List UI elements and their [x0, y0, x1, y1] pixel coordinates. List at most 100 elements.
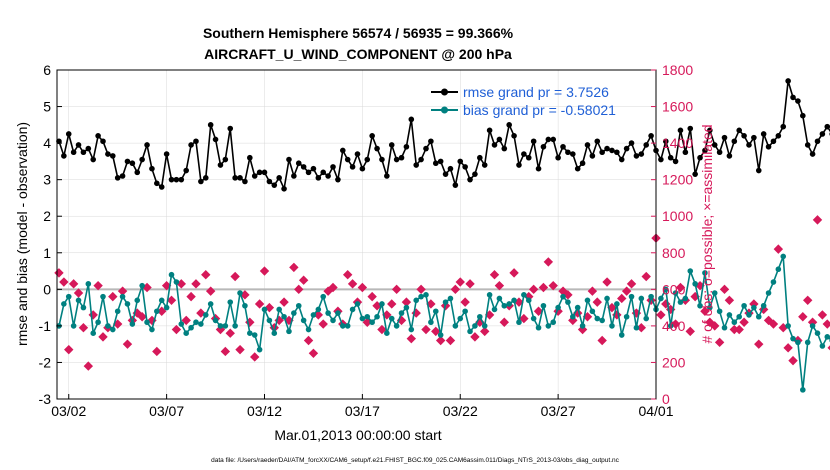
bias-point [511, 297, 517, 304]
obs-point [254, 299, 265, 309]
obs-point [73, 288, 84, 298]
bias-series [56, 253, 830, 393]
bias-point [760, 302, 767, 309]
rmse-point [702, 147, 708, 154]
data-file-footer: data file: /Users/raeder/DAI/ATM_forcXX/… [211, 457, 620, 464]
bias-point [359, 315, 366, 322]
rmse-point [496, 136, 503, 143]
rmse-point [247, 154, 253, 161]
rmse-point [114, 175, 121, 181]
bias-point [129, 321, 136, 327]
bias-point [163, 304, 170, 311]
bias-point [354, 301, 361, 307]
obs-point [279, 297, 289, 307]
obs-point [308, 348, 319, 359]
rmse-point [188, 142, 194, 148]
obs-point [597, 335, 607, 346]
bias-point [75, 297, 82, 304]
rmse-point [682, 149, 689, 156]
bias-point [486, 292, 493, 298]
rmse-point [462, 164, 468, 170]
rmse-point [814, 138, 821, 145]
obs-point [347, 279, 358, 289]
bias-point [501, 302, 508, 309]
rmse-point [594, 138, 601, 145]
obs-point [509, 268, 519, 278]
bias-point [158, 297, 165, 304]
rmse-point [359, 165, 366, 172]
obs-point [533, 306, 544, 316]
obs-point [754, 339, 764, 349]
obs-point [450, 284, 461, 295]
rmse-point [393, 156, 400, 163]
obs-point [416, 284, 426, 295]
rmse-point [521, 151, 527, 157]
rmse-point [648, 133, 654, 139]
right-y-axis-label: # of obs: o=possible; ×=assimilated [699, 124, 715, 343]
bias-point [687, 268, 694, 274]
bias-point [506, 301, 512, 307]
rmse-point [731, 138, 738, 145]
rmse-point [765, 143, 772, 150]
bias-point [555, 304, 561, 311]
y-tick-label-left: -1 [39, 318, 52, 334]
y-tick-label-left: 1 [43, 245, 51, 261]
bias-point [667, 323, 674, 329]
rmse-point [124, 158, 131, 165]
rmse-point [824, 123, 830, 130]
bias-point [320, 293, 327, 300]
rmse-point [447, 165, 454, 172]
obs-point [98, 332, 108, 342]
obs-point [675, 282, 686, 293]
rmse-point [579, 160, 586, 167]
bias-point [256, 346, 263, 353]
bias-point [374, 313, 380, 320]
x-tick-label: 03/27 [541, 403, 576, 419]
obs-point [426, 299, 436, 309]
bias-point [658, 295, 664, 302]
rmse-point [325, 173, 331, 179]
rmse-point [721, 134, 728, 141]
rmse-point [418, 156, 424, 163]
obs-point [700, 306, 710, 316]
bias-point [364, 313, 371, 320]
rmse-point [565, 149, 571, 156]
rmse-point [755, 167, 762, 174]
rmse-point [198, 178, 204, 185]
bias-point [349, 306, 356, 313]
rmse-point [486, 127, 493, 134]
rmse-point [339, 147, 346, 154]
bias-point [702, 270, 708, 276]
obs-point [435, 335, 446, 346]
rmse-point [574, 165, 581, 172]
rmse-point [271, 182, 278, 188]
y-tick-label-left: 4 [43, 135, 51, 151]
rmse-point [535, 165, 542, 172]
obs-point [196, 308, 206, 318]
rmse-series [56, 78, 830, 192]
bias-point [594, 315, 601, 322]
rmse-point [491, 142, 498, 148]
bias-point [251, 332, 258, 338]
bias-point [198, 321, 204, 327]
y-tick-label-left: 0 [43, 281, 51, 297]
bias-point [202, 312, 209, 318]
rmse-point [193, 138, 199, 145]
obs-point [803, 295, 813, 306]
rmse-point [667, 154, 674, 161]
obs-point [166, 295, 177, 306]
bias-point [222, 323, 229, 329]
bias-point [560, 293, 566, 300]
bias-point [413, 297, 420, 304]
bias-point [168, 271, 175, 278]
bias-point [579, 323, 586, 329]
chart-title-line2: AIRCRAFT_U_WIND_COMPONENT @ 200 hPa [204, 46, 512, 62]
rmse-point [286, 156, 292, 163]
bias-point [614, 301, 620, 307]
bias-point [119, 293, 126, 300]
y-tick-label-left: 6 [43, 62, 51, 78]
obs-point [465, 279, 475, 289]
rmse-point [618, 156, 625, 163]
